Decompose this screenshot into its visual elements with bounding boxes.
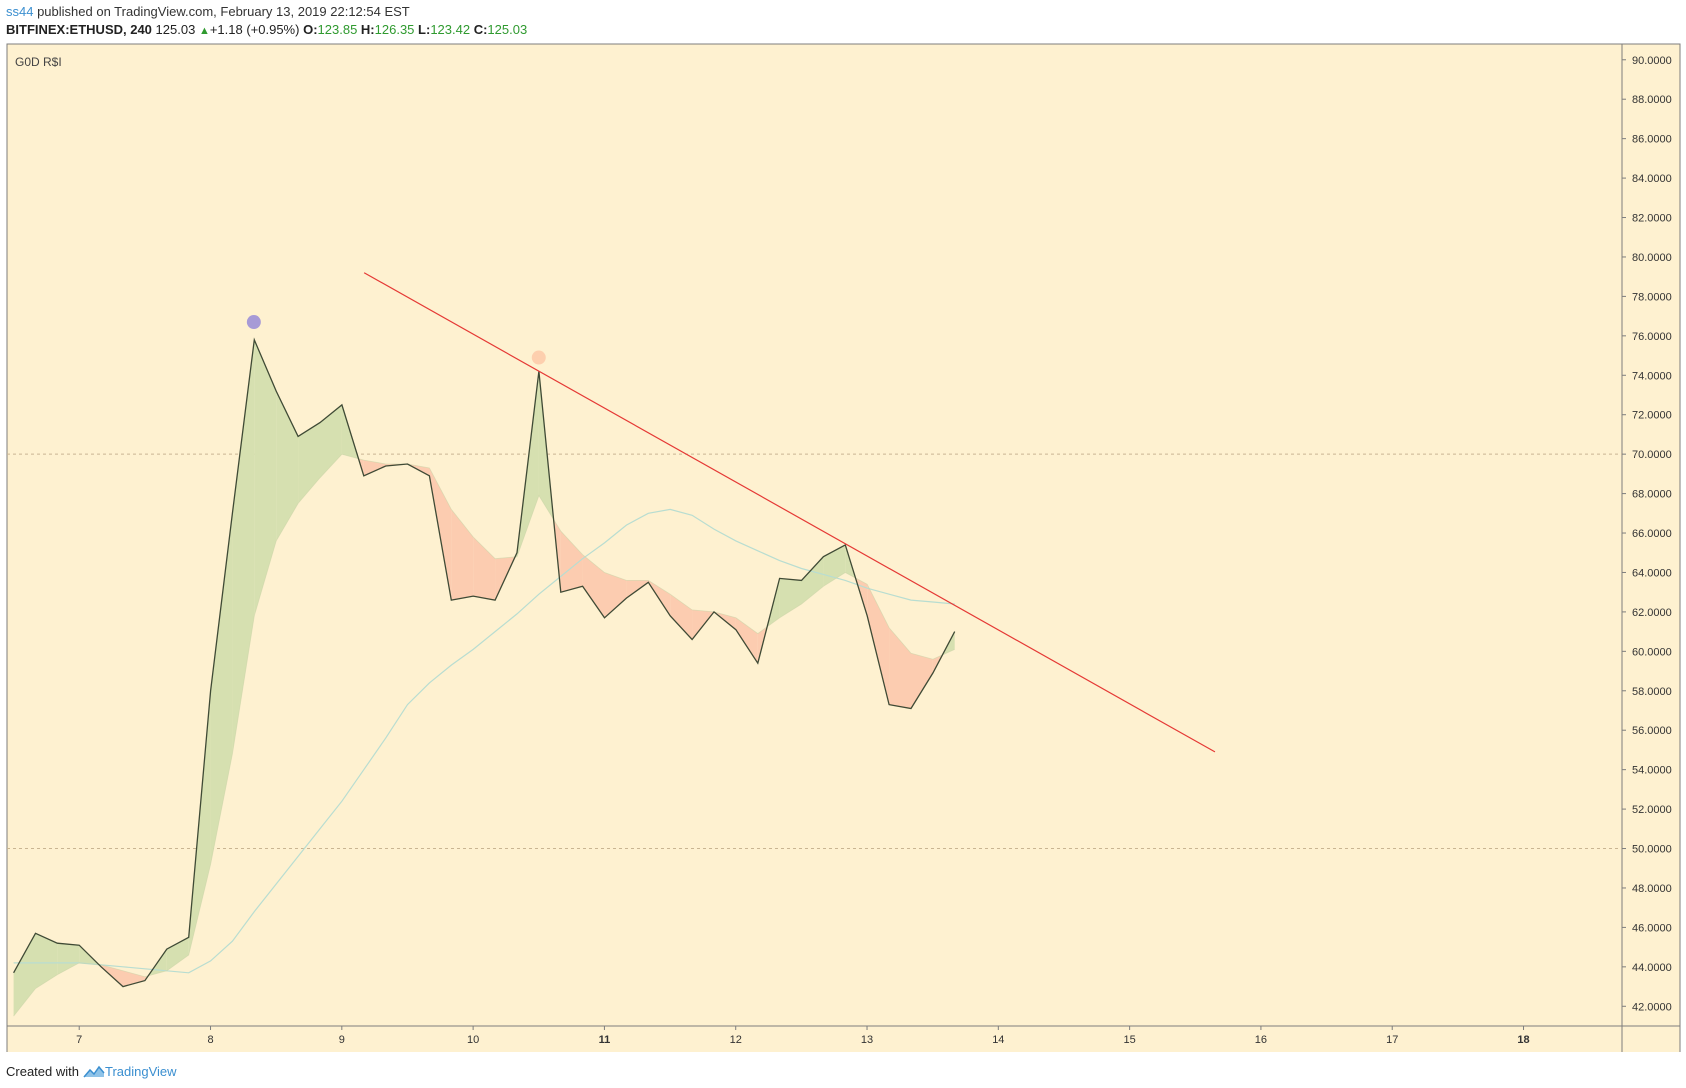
- close-value: 125.03: [487, 22, 528, 37]
- open-value: 123.85: [317, 22, 358, 37]
- tradingview-logo-icon: [83, 1065, 105, 1077]
- bear-fill-30-0: [670, 594, 693, 640]
- y-tick-label: 50.0000: [1632, 844, 1672, 856]
- fast-ma-line: [13, 453, 955, 1017]
- y-tick-label: 82.0000: [1632, 213, 1672, 225]
- bull-fill-1-0: [35, 933, 58, 989]
- low-label: L:: [418, 22, 431, 37]
- up-arrow-icon: ▲: [198, 25, 210, 37]
- high-label: H:: [360, 22, 375, 37]
- y-tick-label: 56.0000: [1632, 725, 1672, 737]
- y-tick-label: 78.0000: [1632, 291, 1672, 303]
- published-text: published on TradingView.com, February 1…: [33, 4, 410, 19]
- bull-fill-7-0: [166, 937, 189, 971]
- bear-fill-39-0: [867, 584, 890, 705]
- footer: Created with TradingView: [6, 1064, 177, 1079]
- y-tick-label: 80.0000: [1632, 252, 1672, 264]
- publish-info: ss44 published on TradingView.com, Febru…: [6, 4, 410, 19]
- y-tick-label: 48.0000: [1632, 883, 1672, 895]
- x-tick-label: 10: [467, 1034, 479, 1046]
- bear-fill-21-0: [473, 537, 496, 601]
- rsi-line: [13, 337, 956, 988]
- high-value: 126.35: [374, 22, 415, 37]
- bull-fill-2-0: [57, 943, 80, 975]
- last-price: 125.03: [155, 22, 196, 37]
- y-tick-label: 44.0000: [1632, 962, 1672, 974]
- trendline[interactable]: [363, 272, 1216, 753]
- y-tick-label: 70.0000: [1632, 449, 1672, 461]
- bull-fill-12-0: [276, 391, 299, 541]
- bear-fill-25-0: [560, 531, 583, 593]
- tradingview-brand: TradingView: [104, 1064, 177, 1079]
- bear-fill-20-0: [451, 509, 474, 601]
- y-tick-label: 46.0000: [1632, 922, 1672, 934]
- y-tick-label: 62.0000: [1632, 607, 1672, 619]
- bull-fill-36-0: [801, 556, 824, 604]
- bull-fill-13-0: [298, 422, 320, 504]
- bear-fill-26-0: [582, 554, 605, 618]
- tradingview-link[interactable]: TradingView: [83, 1064, 177, 1079]
- bear-fill-40-0: [889, 627, 911, 709]
- x-tick-label: 8: [207, 1034, 213, 1046]
- bear-fill-27-0: [604, 572, 627, 618]
- author-link[interactable]: ss44: [6, 4, 34, 19]
- indicator-title: G0D R$I: [15, 55, 62, 69]
- y-tick-label: 74.0000: [1632, 370, 1672, 382]
- bull-fill-11-0: [254, 339, 277, 616]
- open-label: O:: [303, 22, 318, 37]
- symbol-name: BITFINEX:ETHUSD, 240: [6, 22, 152, 37]
- bear-fill-33-0: [735, 617, 758, 664]
- x-tick-label: 14: [992, 1034, 1004, 1046]
- close-label: C:: [473, 22, 488, 37]
- slow-ma-line: [13, 508, 955, 974]
- x-tick-label: 16: [1255, 1034, 1267, 1046]
- x-tick-label: 15: [1123, 1034, 1135, 1046]
- y-tick-label: 72.0000: [1632, 410, 1672, 422]
- x-tick-label: 13: [861, 1034, 873, 1046]
- y-tick-label: 76.0000: [1632, 331, 1672, 343]
- x-tick-label: 17: [1386, 1034, 1398, 1046]
- created-with-text: Created with: [6, 1064, 79, 1079]
- price-change: +1.18 (+0.95%): [209, 22, 300, 37]
- y-tick-label: 90.0000: [1632, 55, 1672, 67]
- symbol-info: BITFINEX:ETHUSD, 240 125.03 ▲+1.18 (+0.9…: [6, 22, 527, 37]
- y-tick-label: 86.0000: [1632, 134, 1672, 146]
- x-tick-label: 7: [76, 1034, 82, 1046]
- y-tick-label: 42.0000: [1632, 1001, 1672, 1013]
- x-tick-label: 18: [1517, 1034, 1529, 1046]
- bear-fill-5-0: [123, 970, 145, 987]
- purple-signal-marker: [246, 315, 261, 330]
- bull-fill-35-0: [779, 578, 802, 618]
- y-tick-label: 66.0000: [1632, 528, 1672, 540]
- bull-fill-10-0: [232, 339, 255, 754]
- bull-fill-9-0: [210, 513, 233, 865]
- x-tick-label: 9: [339, 1034, 345, 1046]
- orange-signal-marker: [531, 350, 546, 365]
- y-tick-label: 60.0000: [1632, 646, 1672, 658]
- low-value: 123.42: [430, 22, 471, 37]
- bear-fill-41-0: [911, 653, 933, 709]
- y-tick-label: 68.0000: [1632, 489, 1672, 501]
- rsi-chart[interactable]: G0D R$I 42.0000 44.0000 46.0000 48.0000 50.0…: [0, 0, 1686, 1052]
- x-tick-label: 12: [730, 1034, 742, 1046]
- x-tick-label: 11: [599, 1034, 611, 1046]
- y-tick-label: 64.0000: [1632, 567, 1672, 579]
- y-tick-label: 88.0000: [1632, 94, 1672, 106]
- y-tick-label: 52.0000: [1632, 804, 1672, 816]
- y-tick-label: 58.0000: [1632, 686, 1672, 698]
- y-tick-label: 84.0000: [1632, 173, 1672, 185]
- bear-fill-16-0: [363, 460, 386, 476]
- y-tick-label: 54.0000: [1632, 765, 1672, 777]
